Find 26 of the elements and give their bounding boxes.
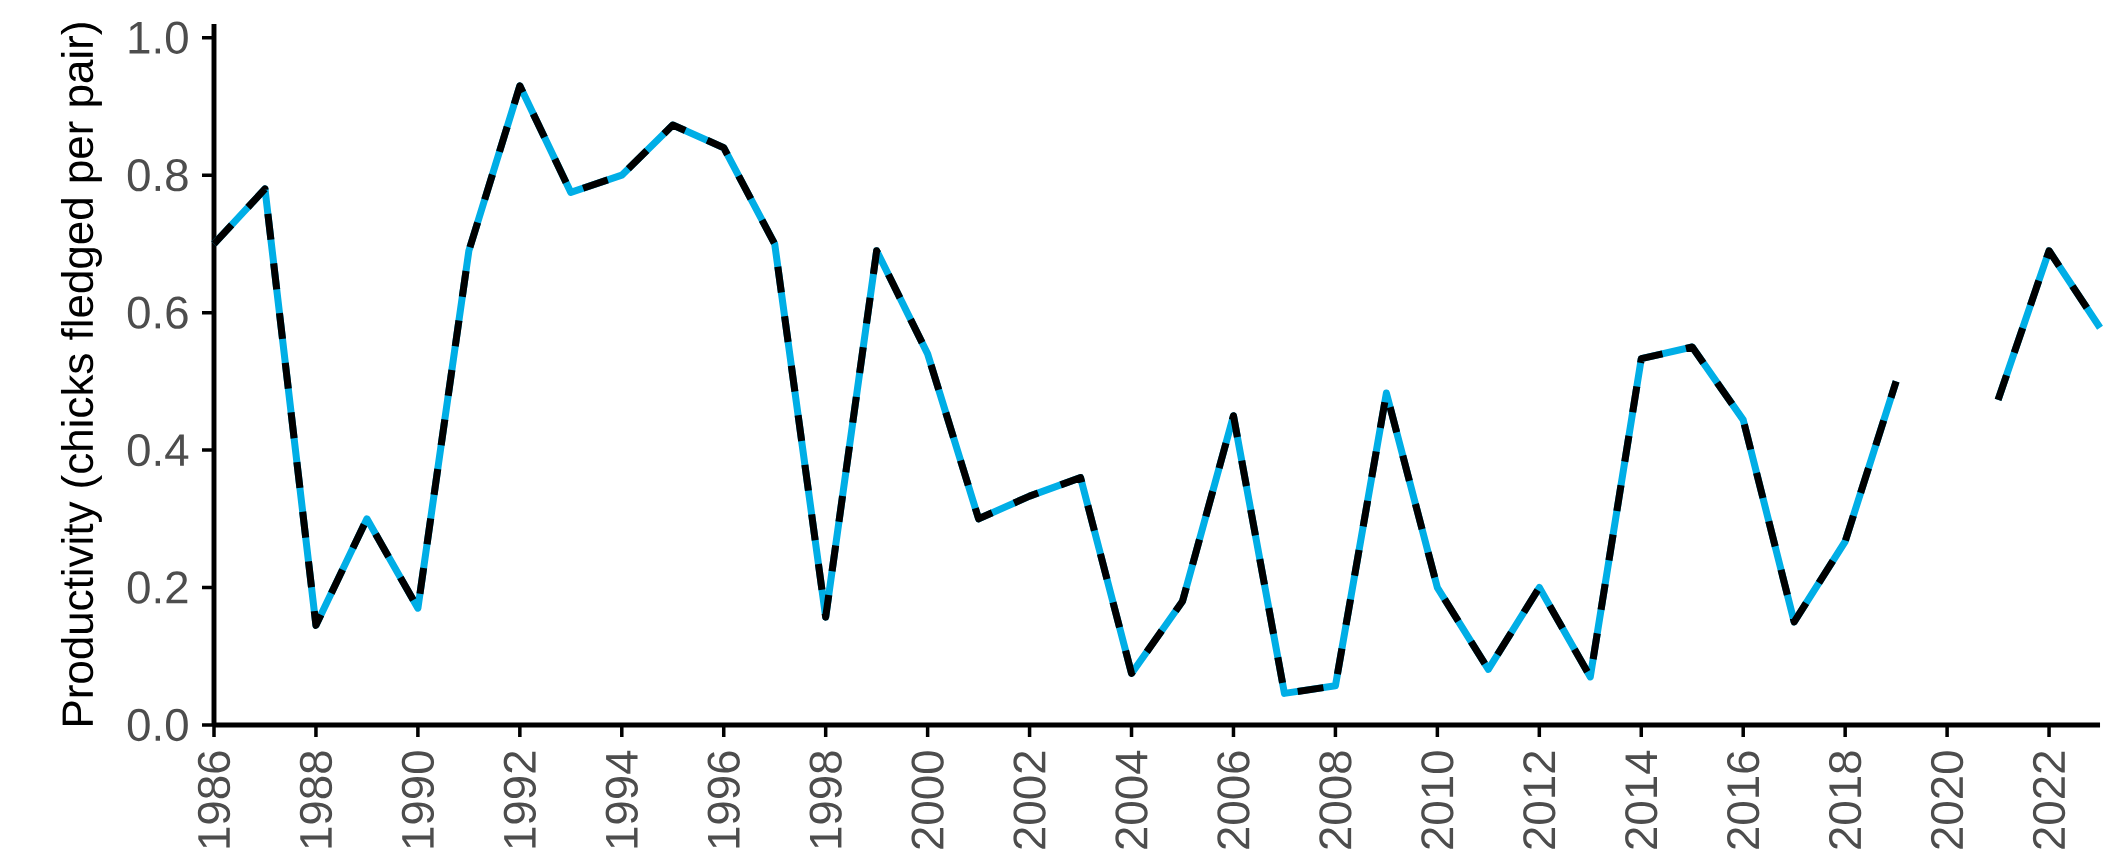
x-tick-label: 1998 bbox=[809, 751, 842, 848]
x-tick-label: 2016 bbox=[1727, 751, 1760, 849]
x-tick-label: 2008 bbox=[1319, 751, 1352, 849]
x-tick-label: 2006 bbox=[1217, 751, 1250, 849]
x-tick-label: 2018 bbox=[1828, 751, 1862, 849]
x-tick-label: 2002 bbox=[1013, 751, 1046, 849]
y-tick-label: 0.4 bbox=[127, 433, 189, 467]
y-tick-label: 1.0 bbox=[129, 21, 188, 54]
y-tick-label: 0.6 bbox=[127, 296, 188, 329]
y-tick-label: 0.2 bbox=[127, 571, 188, 604]
x-tick-label: 2014 bbox=[1625, 750, 1658, 849]
x-tick-label: 2022 bbox=[2032, 751, 2066, 849]
y-tick-label: 0.8 bbox=[127, 159, 188, 192]
x-tick-label: 1988 bbox=[299, 751, 333, 848]
x-tick-label: 1986 bbox=[197, 751, 231, 848]
x-tick-label: 1992 bbox=[503, 751, 537, 848]
y-axis-title: Productivity (chicks fledged per pair) bbox=[60, 23, 102, 725]
x-tick-label: 2020 bbox=[1930, 751, 1964, 849]
x-tick-label: 2010 bbox=[1421, 751, 1454, 849]
x-tick-label: 2012 bbox=[1523, 751, 1556, 849]
x-tick-label: 2004 bbox=[1115, 750, 1148, 849]
x-tick-label: 2000 bbox=[911, 751, 944, 849]
y-tick-label: 0.0 bbox=[127, 708, 188, 742]
x-tick-label: 1990 bbox=[401, 751, 435, 848]
x-tick-label: 1996 bbox=[707, 751, 740, 848]
x-tick-label: 1994 bbox=[605, 750, 638, 848]
